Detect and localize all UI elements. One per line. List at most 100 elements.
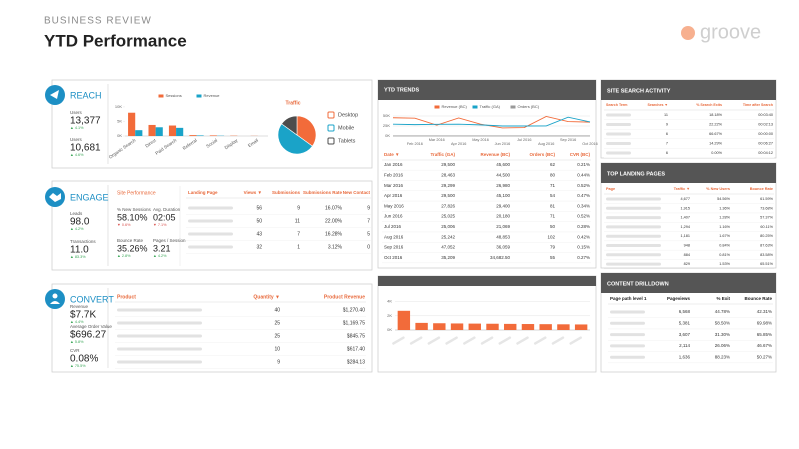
- table-cell: 46.67%: [757, 343, 772, 348]
- table-cell: 35,209: [441, 255, 455, 260]
- table-header: Quantity ▼: [253, 294, 280, 300]
- table-cell: 80.25%: [760, 234, 774, 238]
- table-cell: 25: [274, 333, 280, 339]
- legend-icon: [327, 137, 335, 145]
- convert-icon-glyph: [50, 301, 60, 304]
- bar: [196, 135, 204, 136]
- table-cell: May 2016: [384, 203, 404, 208]
- table-cell: 1.28%: [719, 216, 730, 220]
- metric-delta: ▲ 4.1%: [70, 126, 84, 130]
- table-cell: 81: [550, 203, 556, 208]
- table-cell: $284.13: [347, 359, 365, 365]
- bar: [189, 135, 197, 136]
- table-cell: 00:04:12: [758, 151, 773, 155]
- table-cell: 3.12%: [328, 244, 343, 250]
- x-tick-label: Aug 2016: [538, 142, 554, 146]
- metric-value: $7.7K: [70, 310, 96, 321]
- engage-icon-glyph: [49, 193, 61, 202]
- table-cell: 29,299: [441, 183, 455, 188]
- table-cell: 71: [550, 214, 556, 219]
- x-tick-label: Social: [205, 138, 218, 149]
- bar: [128, 112, 136, 136]
- table-cell: 7: [367, 218, 370, 224]
- chart-title: Traffic: [285, 100, 300, 106]
- table-cell: 87.63%: [760, 244, 774, 248]
- reach-card: [51, 79, 373, 169]
- panel-header: [378, 276, 596, 286]
- blurred-text: [606, 123, 631, 126]
- table-cell: 0.84%: [719, 244, 730, 248]
- metric-value: 0.08%: [70, 354, 98, 365]
- bar: [521, 324, 535, 330]
- table-cell: 00:02:13: [758, 123, 773, 127]
- table-cell: 16.07%: [325, 205, 343, 211]
- metric-delta: ▲ 83.3%: [70, 255, 86, 259]
- x-tick-label: Apr 2016: [451, 142, 466, 146]
- table-cell: 36,059: [496, 245, 510, 250]
- table-cell: 11: [295, 218, 300, 224]
- table-header: Page: [606, 187, 615, 191]
- table-cell: 44,500: [496, 172, 510, 177]
- table-cell: 54.56%: [717, 197, 731, 201]
- table-cell: 9: [666, 123, 668, 127]
- table-cell: 25,242: [441, 234, 455, 239]
- logo: groove: [700, 21, 761, 43]
- table-cell: $617.40: [347, 346, 365, 352]
- blurred-text: [606, 113, 631, 117]
- x-tick-label: Email: [247, 138, 259, 149]
- convert-icon-glyph: [52, 293, 58, 299]
- table-cell: 47,052: [441, 245, 455, 250]
- table-cell: 62: [550, 162, 556, 167]
- panel-title: YTD TRENDS: [384, 87, 419, 93]
- table-cell: 0.15%: [577, 245, 590, 250]
- table-cell: 11: [664, 113, 668, 117]
- legend-icon: [327, 111, 335, 119]
- table-cell: 45,600: [496, 162, 510, 167]
- x-tick-label: Jul 2016: [517, 138, 531, 142]
- table-cell: 1,407: [680, 216, 690, 220]
- blurred-text: [606, 234, 661, 238]
- table-cell: 0.27%: [577, 255, 590, 260]
- table-header: Time after Search: [743, 103, 773, 107]
- table-header: % Search Exits: [696, 103, 722, 107]
- table-header: Page path level 1: [610, 296, 647, 301]
- blurred-text: [188, 206, 233, 210]
- blurred-text: [606, 225, 661, 229]
- table-cell: 884: [684, 253, 690, 257]
- panel-header: [601, 80, 776, 100]
- table-cell: 71: [550, 183, 556, 188]
- table-cell: 0: [367, 244, 370, 250]
- panel-title: CONTENT DRILLDOWN: [607, 281, 669, 287]
- panel-header: [378, 80, 596, 100]
- table-cell: 60.11%: [760, 225, 773, 229]
- blurred-text: [610, 321, 645, 325]
- x-tick-label: Direct: [144, 137, 157, 148]
- metric-delta: ▼ 0.6%: [117, 223, 131, 227]
- table-cell: 00:06:27: [758, 142, 773, 146]
- legend-swatch: [472, 105, 478, 109]
- bar: [135, 130, 143, 136]
- table-cell: Jul 2016: [384, 224, 402, 229]
- bar: [504, 323, 517, 330]
- table-header: Bounce Rate: [750, 187, 773, 191]
- y-tick-label: 0K: [385, 133, 390, 138]
- table-cell: Apr 2016: [384, 193, 403, 198]
- table-header: % Exit: [716, 296, 730, 301]
- table-cell: 50.27%: [757, 354, 772, 359]
- reach-icon-glyph: [50, 90, 59, 99]
- blurred-label: [516, 336, 529, 345]
- bar: [486, 323, 499, 330]
- blurred-text: [606, 197, 661, 201]
- table-cell: $1,270.40: [343, 307, 365, 313]
- legend-swatch: [158, 94, 164, 98]
- table-cell: 0.21%: [577, 162, 590, 167]
- bar: [209, 135, 217, 136]
- table-cell: 4,677: [680, 197, 690, 201]
- table-cell: 20,180: [496, 214, 510, 219]
- metric-value: 02:05: [153, 212, 176, 222]
- table-cell: 3,607: [679, 332, 691, 337]
- table-cell: 0.81%: [719, 253, 730, 257]
- blurred-label: [569, 336, 583, 345]
- y-tick-label: 5K: [117, 119, 122, 124]
- table-cell: 42.31%: [757, 309, 772, 314]
